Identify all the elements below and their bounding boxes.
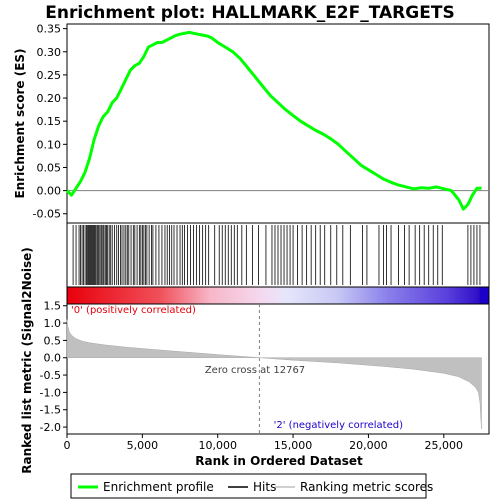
rank-color-bar bbox=[66, 286, 490, 305]
x-tick-label-4: 20,000 bbox=[349, 439, 388, 452]
x-tick-label-1: 5,000 bbox=[127, 439, 159, 452]
es-y-tick-label-0: 0.35 bbox=[37, 23, 62, 36]
hit-marks bbox=[72, 225, 481, 285]
metric-y-tick-label-2: 0.5 bbox=[44, 334, 62, 347]
metric-y-tick-label-1: 1.0 bbox=[44, 317, 62, 330]
zero-cross-label: Zero cross at 12767 bbox=[205, 365, 305, 376]
x-tick-label-2: 10,000 bbox=[198, 439, 237, 452]
metric-y-tick-label-4: -0.5 bbox=[40, 369, 61, 382]
metric-y-tick-label-7: -2.0 bbox=[40, 421, 61, 434]
es-y-tick-label-1: 0.30 bbox=[37, 46, 62, 59]
metric-y-tick-label-6: -1.5 bbox=[40, 404, 61, 417]
rank-color-gradient bbox=[66, 286, 490, 305]
chart-title: Enrichment plot: HALLMARK_E2F_TARGETS bbox=[45, 3, 454, 23]
metric-panel: 1.5 1.0 0.5 0.0 -0.5 -1.0 -1.5 -2.0 0 5,000 10,00… bbox=[20, 247, 490, 474]
metric-y-axis-label: Ranked list metric (Signal2Noise) bbox=[20, 247, 34, 474]
es-y-tick-label-6: 0.05 bbox=[37, 161, 62, 174]
es-y-tick-label-2: 0.25 bbox=[37, 69, 62, 82]
es-y-tick-label-7: 0.00 bbox=[37, 185, 62, 198]
metric-y-tick-label-0: 1.5 bbox=[44, 300, 62, 313]
es-y-tick-label-8: -0.05 bbox=[33, 208, 61, 221]
legend-box bbox=[70, 473, 427, 499]
metric-y-tick-label-3: 0.0 bbox=[44, 352, 62, 365]
es-y-axis-label: Enrichment score (ES) bbox=[13, 48, 27, 198]
es-y-tick-label-5: 0.10 bbox=[37, 138, 62, 151]
es-panel: 0.35 0.30 0.25 0.20 0.15 0.10 0.05 0.00 -0.05 En… bbox=[13, 23, 490, 224]
hits-panel bbox=[66, 222, 490, 288]
legend-hits-label: Hits bbox=[253, 480, 276, 494]
es-y-tick-label-3: 0.20 bbox=[37, 92, 62, 105]
legend-enrichment-label: Enrichment profile bbox=[103, 480, 214, 494]
es-panel-frame bbox=[66, 23, 490, 224]
metric-y-ticks: 1.5 1.0 0.5 0.0 -0.5 -1.0 -1.5 -2.0 bbox=[40, 300, 67, 434]
ranking-metric-area bbox=[66, 319, 482, 429]
positive-correlation-label: '0' (positively correlated) bbox=[71, 305, 196, 316]
metric-y-tick-label-5: -1.0 bbox=[40, 386, 61, 399]
x-tick-label-0: 0 bbox=[64, 439, 71, 452]
metric-x-ticks: 0 5,000 10,000 15,000 20,000 25,000 bbox=[64, 434, 464, 452]
legend: Enrichment profile Hits Ranking metric s… bbox=[70, 473, 433, 499]
negative-correlation-label: '2' (negatively correlated) bbox=[274, 420, 403, 431]
metric-panel-frame bbox=[66, 303, 490, 435]
legend-metric-label: Ranking metric scores bbox=[300, 480, 433, 494]
es-y-tick-label-4: 0.15 bbox=[37, 115, 62, 128]
x-axis-label: Rank in Ordered Dataset bbox=[195, 454, 363, 468]
enrichment-profile-line bbox=[65, 30, 482, 211]
x-tick-label-3: 15,000 bbox=[274, 439, 313, 452]
x-tick-label-5: 25,000 bbox=[425, 439, 464, 452]
es-y-ticks: 0.35 0.30 0.25 0.20 0.15 0.10 0.05 0.00 -0.05 bbox=[33, 23, 67, 221]
